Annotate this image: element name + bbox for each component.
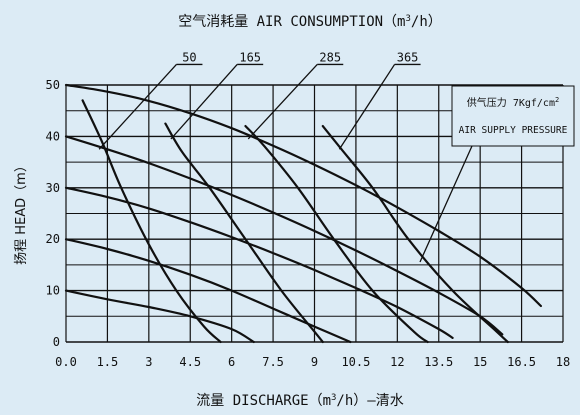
air-consumption-curve-50 xyxy=(81,99,222,344)
y-tick-label: 50 xyxy=(46,78,60,92)
pressure-curve-4 xyxy=(64,135,504,336)
y-tick-label: 30 xyxy=(46,181,60,195)
x-tick-label: 13.5 xyxy=(424,355,453,369)
supply-pressure-box-border xyxy=(451,85,575,147)
x-tick-label: 6 xyxy=(228,355,235,369)
x-tick-label: 9 xyxy=(311,355,318,369)
x-tick-label: 12 xyxy=(390,355,404,369)
callout-leader-50 xyxy=(98,64,177,150)
supply-pressure-box: 供气压力 7Kgf/cm2 AIR SUPPLY PRESSURE xyxy=(451,85,575,147)
x-tick-label: 4.5 xyxy=(179,355,201,369)
air-consumption-curve-365 xyxy=(321,125,509,344)
callout-label-365: 365 xyxy=(397,50,419,64)
x-tick-label: 18 xyxy=(556,355,570,369)
x-tick-label: 0.0 xyxy=(55,355,77,369)
chart-title: 空气消耗量 AIR CONSUMPTION（m3/h） xyxy=(178,14,442,30)
air-consumption-curve-165 xyxy=(164,122,324,344)
x-axis-label: 流量 DISCHARGE（m3/h）—清水 xyxy=(196,393,403,409)
x-tick-label: 15 xyxy=(473,355,487,369)
x-tick-label: 16.5 xyxy=(507,355,536,369)
pressure-curve-5 xyxy=(64,83,542,308)
supply-pressure-label-en: AIR SUPPLY PRESSURE xyxy=(459,125,568,136)
y-tick-label: 20 xyxy=(46,232,60,246)
y-tick-label: 0 xyxy=(53,335,60,349)
supply-pressure-leader xyxy=(419,145,473,263)
y-axis-label: 扬程 HEAD（m） xyxy=(14,159,29,265)
callout-label-285: 285 xyxy=(319,50,341,64)
callout-label-50: 50 xyxy=(182,50,196,64)
x-tick-label: 3 xyxy=(145,355,152,369)
callout-leader-285 xyxy=(247,63,318,140)
y-tick-label: 40 xyxy=(46,129,60,143)
air-consumption-curves xyxy=(81,99,509,344)
tick-labels: 0.0 1.5 3 4.5 6 7.5 9 10.5 12 13.5 15 16.5 18 0 10 20 30… xyxy=(46,78,571,369)
callouts: 50 165 285 365 xyxy=(98,50,473,263)
supply-pressure-label: 供气压力 7Kgf/cm2 xyxy=(467,96,559,109)
x-tick-label: 1.5 xyxy=(97,355,119,369)
callout-leader-365 xyxy=(338,64,396,150)
callout-label-165: 165 xyxy=(239,50,261,64)
callout-leader-165 xyxy=(170,64,238,140)
y-tick-label: 10 xyxy=(46,284,60,298)
air-consumption-curve-285 xyxy=(244,125,429,344)
pressure-curve-1 xyxy=(64,289,255,344)
x-tick-label: 7.5 xyxy=(262,355,284,369)
x-tick-label: 10.5 xyxy=(341,355,370,369)
pressure-curve-3 xyxy=(64,186,454,339)
pressure-curves xyxy=(64,83,542,344)
chart-title-superscript: 3 xyxy=(406,14,411,24)
pressure-curve-2 xyxy=(64,238,352,344)
